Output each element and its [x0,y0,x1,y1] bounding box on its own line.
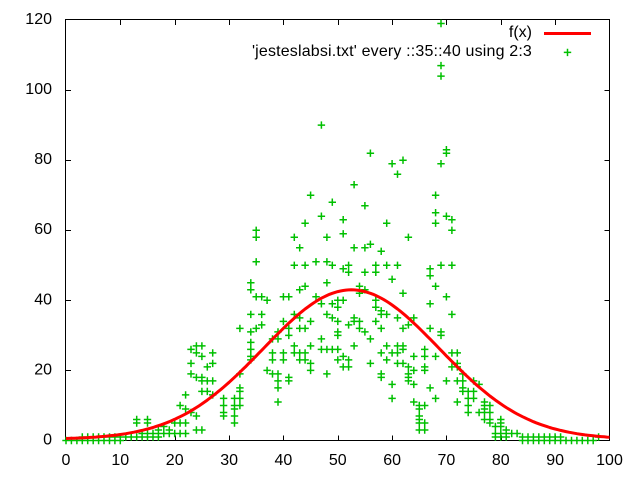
svg-text:120: 120 [25,11,52,28]
svg-text:'jesteslabsi.txt' every ::35::: 'jesteslabsi.txt' every ::35::40 using 2… [252,43,532,60]
svg-text:0: 0 [62,452,71,469]
svg-text:30: 30 [220,452,238,469]
svg-text:20: 20 [34,361,52,378]
svg-text:80: 80 [492,452,510,469]
svg-text:80: 80 [34,151,52,168]
svg-text:40: 40 [34,291,52,308]
svg-text:10: 10 [111,452,129,469]
svg-text:90: 90 [546,452,564,469]
svg-text:0: 0 [43,432,52,449]
svg-text:40: 40 [275,452,293,469]
svg-text:20: 20 [166,452,184,469]
svg-text:60: 60 [383,452,401,469]
svg-text:100: 100 [596,452,623,469]
svg-text:f(x): f(x) [509,24,532,41]
svg-text:50: 50 [329,452,347,469]
svg-text:70: 70 [438,452,456,469]
svg-text:100: 100 [25,81,52,98]
svg-text:60: 60 [34,221,52,238]
